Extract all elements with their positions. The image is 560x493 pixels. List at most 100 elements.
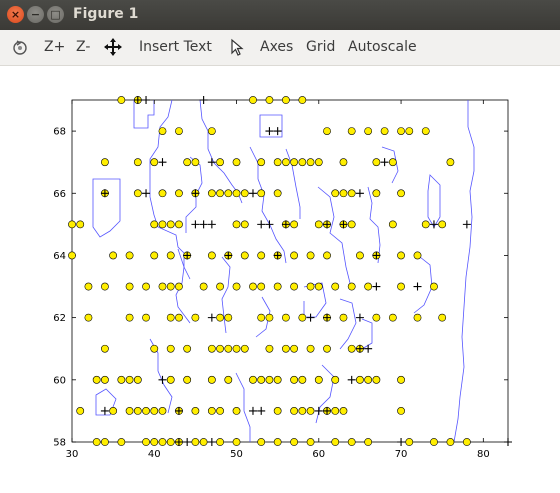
data-point-circle [224,344,233,353]
data-point-circle [265,375,274,384]
zoom-out-button[interactable]: Z- [76,39,91,55]
grid-button[interactable]: Grid [306,39,336,55]
data-point-plus [355,189,364,198]
data-point-circle [101,282,109,291]
data-point-circle [265,96,274,104]
data-point-circle [331,407,340,415]
data-point-circle [199,282,208,291]
data-point-circle [133,375,142,384]
data-point-circle [216,313,224,322]
data-point-circle [117,96,126,104]
data-point-plus [257,220,266,229]
window-title: Figure 1 [73,6,139,22]
data-point-circle [216,344,224,353]
data-point-circle [117,438,126,446]
data-point-circle [183,158,192,167]
data-point-circle [207,251,216,260]
x-tick-label: 30 [66,449,79,460]
data-point-circle [133,158,142,167]
data-point-plus [207,220,216,229]
data-point-circle [68,220,76,229]
data-point-circle [306,158,315,167]
zoom-in-button[interactable]: Z+ [44,39,66,55]
data-point-circle [421,127,430,135]
data-point-circle [446,438,455,446]
data-point-circle [240,189,249,198]
data-point-circle [372,189,381,198]
data-point-plus [372,282,381,291]
data-point-circle [191,407,200,415]
maximize-window-button[interactable]: □ [47,6,64,23]
data-point-circle [207,407,216,415]
data-point-plus [265,220,274,229]
x-tick-label: 70 [395,449,408,460]
data-point-circle [92,375,101,384]
data-point-plus [462,220,471,229]
close-window-button[interactable]: × [7,6,24,23]
data-point-circle [347,189,356,198]
data-point-circle [142,313,150,322]
x-tick-label: 80 [477,449,490,460]
data-point-circle [281,158,290,167]
data-point-circle [249,375,257,384]
data-point-circle [166,220,175,229]
data-point-circle [257,158,266,167]
axes-button[interactable]: Axes [260,39,294,55]
data-point-circle [356,375,364,384]
data-point-circle [405,438,414,446]
data-point-circle [339,189,348,198]
data-point-circle [68,251,76,260]
scatter-plot: 30 40 50 60 70 80 58 60 62 64 66 68 [53,96,512,460]
data-point-circle [298,375,307,384]
data-point-plus [380,158,389,167]
select-arrow-icon[interactable] [228,38,246,56]
data-point-plus [158,375,167,384]
axes-box [71,99,509,443]
data-point-circle [109,407,118,415]
data-point-circle [347,344,356,353]
data-point-circle [142,282,150,291]
insert-text-button[interactable]: Insert Text [139,39,212,55]
data-point-circle [290,282,299,291]
data-point-circle [331,282,340,291]
data-point-plus [273,251,282,260]
data-point-circle [125,375,134,384]
data-point-circle [397,407,405,415]
data-point-circle [380,127,389,135]
data-point-circle [347,127,356,135]
data-point-circle [232,158,241,167]
data-point-plus [355,313,364,322]
data-point-circle [364,127,373,135]
data-point-circle [191,313,200,322]
data-point-circle [281,313,290,322]
data-point-circle [273,282,282,291]
data-point-circle [257,282,266,291]
autoscale-button[interactable]: Autoscale [348,39,417,55]
data-point-circle [101,344,109,353]
window-titlebar: × − □ Figure 1 [0,0,560,30]
data-point-circle [306,438,315,446]
data-point-plus [174,406,183,415]
data-point-circle [207,344,216,353]
data-point-circle [339,313,348,322]
y-tick-label: 58 [53,438,66,449]
data-point-circle [430,438,438,446]
data-point-plus [207,313,216,322]
data-point-plus [199,220,208,229]
data-point-circle [265,344,274,353]
minimize-window-button[interactable]: − [27,6,44,23]
rotate-icon[interactable] [11,38,29,56]
pan-move-icon[interactable] [104,38,122,56]
data-point-circle [257,313,266,322]
data-point-circle [175,189,183,198]
data-point-circle [240,251,249,260]
figure-canvas[interactable]: 30 40 50 60 70 80 58 60 62 64 66 68 [0,67,560,489]
data-point-circle [240,344,249,353]
data-point-circle [109,251,118,260]
data-point-plus [183,251,192,260]
data-point-plus [100,406,109,415]
data-point-circle [216,158,224,167]
data-point-plus [199,96,208,104]
data-point-plus [158,158,167,167]
data-point-circle [166,438,175,446]
